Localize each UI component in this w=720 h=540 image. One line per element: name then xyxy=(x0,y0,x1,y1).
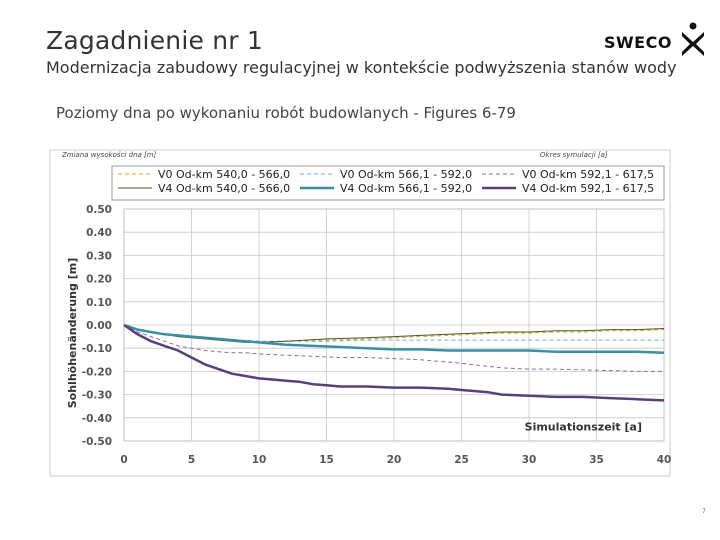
y-axis-label: Sohlhöhenänderung [m] xyxy=(66,258,79,409)
x-axis-label: Simulationszeit [a] xyxy=(525,421,642,434)
chart-note-left: Zmiana wysokości dna [m] xyxy=(61,151,157,159)
x-tick-label: 0 xyxy=(120,454,127,466)
y-tick-label: 0.50 xyxy=(86,204,112,216)
legend-box xyxy=(111,165,665,201)
y-tick-label: -0.50 xyxy=(82,436,112,448)
y-tick-label: -0.10 xyxy=(82,343,112,355)
x-tick-label: 35 xyxy=(589,454,604,466)
y-tick-label: 0.40 xyxy=(86,227,112,239)
sweco-logo: SWECO xyxy=(604,22,714,56)
x-tick-label: 20 xyxy=(387,454,402,466)
chart-note-right: Okres symulacji [a] xyxy=(540,151,608,159)
series-line-2 xyxy=(123,324,664,342)
y-tick-label: 0.10 xyxy=(86,297,112,309)
legend-label-4: V4 Od-km 540,0 - 566,0 xyxy=(158,182,290,195)
legend-label-3: V0 Od-km 592,1 - 617,5 xyxy=(522,168,654,181)
page-title: Zagadnienie nr 1 xyxy=(46,26,263,55)
logo-text: SWECO xyxy=(604,33,672,52)
y-tick-label: 0.00 xyxy=(86,320,112,332)
legend-label-6: V4 Od-km 592,1 - 617,5 xyxy=(522,182,654,195)
y-tick-label: -0.40 xyxy=(82,413,112,425)
x-tick-label: 40 xyxy=(657,454,672,466)
sweco-mark-icon xyxy=(682,22,704,56)
legend-label-5: V4 Od-km 566,1 - 592,0 xyxy=(340,182,472,195)
y-tick-label: 0.30 xyxy=(86,250,112,262)
y-tick-label: -0.30 xyxy=(82,390,112,402)
legend-label-2: V0 Od-km 566,1 - 592,0 xyxy=(340,168,472,181)
y-tick-label: 0.20 xyxy=(86,274,112,286)
section-title: Poziomy dna po wykonaniu robót budowlany… xyxy=(56,104,516,122)
y-tick-label: -0.20 xyxy=(82,366,112,378)
chart-frame xyxy=(49,149,671,477)
series-line-5 xyxy=(123,323,665,355)
x-tick-label: 15 xyxy=(319,454,334,466)
x-tick-label: 30 xyxy=(522,454,537,466)
page-subtitle: Modernizacja zabudowy regulacyjnej w kon… xyxy=(46,58,677,77)
x-tick-label: 5 xyxy=(188,454,195,466)
series-line-1 xyxy=(123,324,665,343)
x-tick-label: 10 xyxy=(252,454,267,466)
series-line-3 xyxy=(123,324,664,372)
series-line-6 xyxy=(123,323,665,402)
legend-label-1: V0 Od-km 540,0 - 566,0 xyxy=(158,168,290,181)
x-tick-label: 25 xyxy=(454,454,469,466)
page-number: 7 xyxy=(702,508,706,515)
